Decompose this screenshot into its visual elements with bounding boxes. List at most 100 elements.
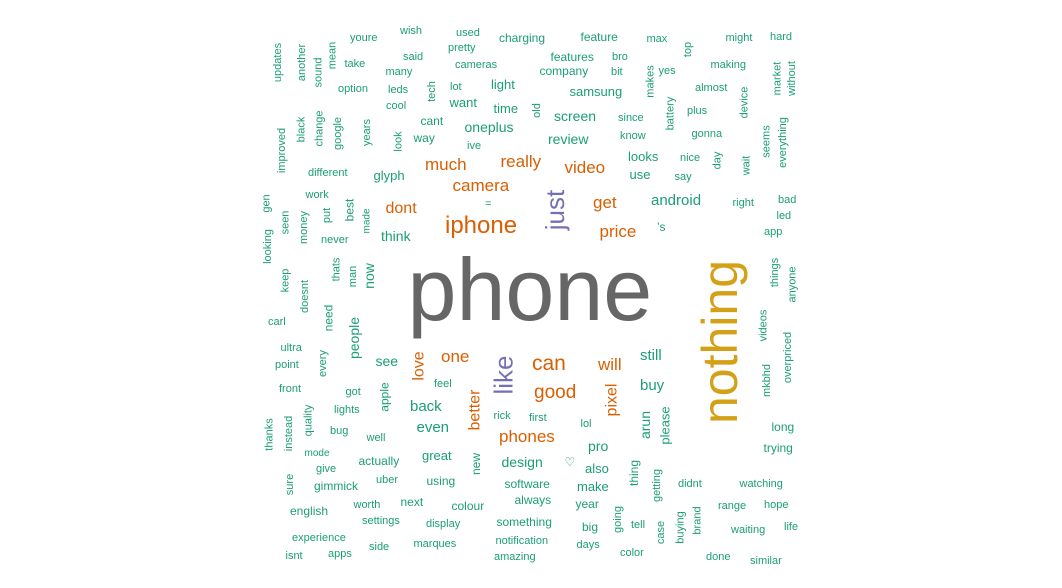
word-101: actually bbox=[358, 454, 400, 468]
word-20: android bbox=[651, 191, 702, 209]
word-183: please bbox=[657, 405, 673, 445]
word-46: feature bbox=[580, 30, 618, 44]
word-67: plus bbox=[687, 104, 708, 117]
word-166: keep bbox=[279, 268, 292, 292]
word-21: oneplus bbox=[464, 119, 514, 135]
word-93: lol bbox=[580, 417, 592, 430]
word-189: brand bbox=[691, 505, 704, 535]
word-7: really bbox=[500, 151, 542, 171]
word-162: money bbox=[297, 210, 310, 244]
word-3: like bbox=[488, 355, 519, 395]
word-81: app bbox=[764, 225, 783, 238]
word-71: nice bbox=[680, 151, 701, 164]
word-110: range bbox=[718, 499, 747, 512]
word-76: put bbox=[320, 207, 333, 223]
word-39: light bbox=[491, 76, 515, 92]
word-126: marques bbox=[413, 537, 457, 550]
word-98: using bbox=[426, 474, 456, 488]
word-89: well bbox=[366, 431, 386, 444]
word-16: love bbox=[410, 351, 428, 381]
word-8: video bbox=[564, 157, 606, 177]
word-107: trying bbox=[763, 441, 793, 455]
word-41: cant bbox=[420, 114, 444, 128]
word-10: price bbox=[599, 221, 637, 241]
word-96: also bbox=[585, 460, 609, 476]
word-156: day bbox=[711, 151, 724, 169]
word-60: take bbox=[344, 57, 366, 70]
word-160: gen bbox=[260, 193, 273, 213]
word-121: something bbox=[496, 515, 552, 529]
word-55: cameras bbox=[455, 58, 498, 71]
word-63: leds bbox=[388, 83, 409, 96]
word-118: next bbox=[400, 495, 424, 509]
word-145: top bbox=[681, 41, 694, 57]
word-44: features bbox=[550, 50, 594, 64]
word-43: company bbox=[539, 64, 589, 78]
word-148: market bbox=[771, 61, 784, 95]
word-144: makes bbox=[644, 64, 657, 98]
word-65: cool bbox=[386, 99, 407, 112]
word-59: making bbox=[710, 58, 746, 71]
word-69: know bbox=[620, 129, 646, 142]
word-130: done bbox=[706, 550, 731, 563]
word-33: people bbox=[346, 316, 363, 360]
word-62: option bbox=[338, 82, 368, 95]
word-78: right bbox=[732, 196, 754, 209]
word-173: videos bbox=[757, 309, 770, 341]
word-179: instead bbox=[282, 415, 295, 451]
word-150: improved bbox=[275, 127, 288, 173]
word-35: design bbox=[501, 454, 543, 470]
word-88: bug bbox=[330, 424, 349, 437]
word-111: hope bbox=[764, 498, 789, 511]
word-154: years bbox=[360, 118, 373, 146]
word-58: yes bbox=[658, 64, 676, 77]
word-143: old bbox=[530, 102, 543, 118]
word-54: said bbox=[403, 50, 424, 63]
word-151: black bbox=[295, 116, 308, 142]
word-165: looking bbox=[261, 228, 274, 264]
word-163: best bbox=[341, 198, 356, 222]
word-187: case bbox=[654, 520, 667, 544]
word-155: look bbox=[392, 130, 405, 152]
word-61: many bbox=[385, 65, 413, 78]
word-139: another bbox=[295, 43, 308, 81]
word-48: might bbox=[725, 31, 753, 44]
word-115: colour bbox=[451, 499, 485, 513]
word-100: always bbox=[514, 493, 552, 507]
word-137: = bbox=[485, 197, 492, 210]
word-77: never bbox=[321, 233, 349, 246]
word-72: say bbox=[674, 170, 692, 183]
word-92: first bbox=[529, 411, 547, 424]
word-6: much bbox=[425, 154, 467, 174]
word-142: tech bbox=[425, 80, 438, 102]
word-114: year bbox=[575, 497, 599, 511]
word-70: gonna bbox=[691, 127, 723, 140]
word-169: man bbox=[346, 265, 359, 287]
word-161: seen bbox=[279, 210, 292, 234]
word-167: doesnt bbox=[298, 279, 311, 313]
word-141: mean bbox=[326, 41, 339, 69]
word-124: experience bbox=[292, 531, 346, 544]
word-127: notification bbox=[495, 534, 549, 547]
word-117: worth bbox=[353, 498, 381, 511]
word-83: ultra bbox=[280, 341, 302, 354]
word-0: phone bbox=[407, 240, 653, 339]
word-188: buying bbox=[674, 510, 687, 544]
word-182: new bbox=[469, 452, 484, 476]
word-178: thanks bbox=[263, 417, 276, 451]
word-45: charging bbox=[499, 31, 546, 45]
word-105: gimmick bbox=[314, 479, 358, 493]
word-171: things bbox=[768, 257, 781, 287]
word-24: samsung bbox=[569, 83, 623, 99]
word-186: going bbox=[611, 505, 624, 533]
word-9: get bbox=[593, 192, 617, 212]
word-180: quality bbox=[302, 404, 315, 436]
word-181: sure bbox=[283, 473, 296, 495]
word-52: used bbox=[456, 26, 480, 39]
word-175: mkbhd bbox=[760, 363, 773, 397]
word-42: way bbox=[413, 131, 435, 145]
word-50: youre bbox=[350, 31, 378, 44]
word-94: pro bbox=[588, 438, 609, 454]
word-109: watching bbox=[739, 477, 783, 490]
word-132: isnt bbox=[285, 549, 303, 562]
